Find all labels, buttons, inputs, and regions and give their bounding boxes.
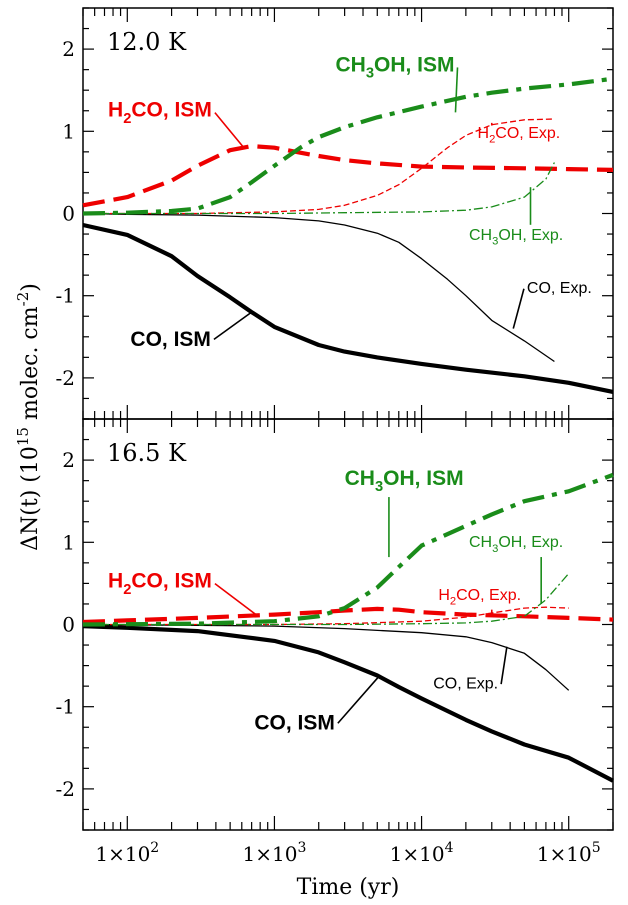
panel-2: 2 1 0 -1 -2 1×102 1×103 1×104 1×105 Time (yr) 16.5… bbox=[56, 418, 614, 900]
y-axis-label: ΔN(t) (1015 molec. cm-2) bbox=[14, 283, 43, 551]
y-tick-label: -1 bbox=[56, 695, 75, 719]
x-tick-label: 1×105 bbox=[537, 840, 601, 866]
y-axis-label-mid: molec. cm bbox=[18, 306, 43, 427]
annotation-leader-line bbox=[500, 646, 508, 685]
series-h2co-ism bbox=[82, 606, 614, 625]
annotation-h2co-ism: H2CO, ISM bbox=[108, 570, 212, 598]
series-co-exp bbox=[82, 212, 555, 363]
annotation-co-ism: CO, ISM bbox=[130, 328, 211, 351]
panel-label: 16.5 K bbox=[107, 439, 187, 467]
y-tick-label: 0 bbox=[62, 613, 75, 637]
y-tick-label: 2 bbox=[62, 448, 75, 472]
panel-label: 12.0 K bbox=[107, 28, 187, 56]
y-axis-label-exp1: 15 bbox=[14, 427, 32, 446]
y-tick-label: 2 bbox=[62, 37, 75, 61]
annotation-h2co-ism: H2CO, ISM bbox=[108, 99, 212, 127]
series-ch3oh-exp bbox=[83, 162, 555, 215]
y-axis-label-exp2: -2 bbox=[14, 292, 32, 307]
annotation-leader-line bbox=[337, 674, 381, 724]
annotation-leader-line bbox=[512, 288, 525, 329]
annotation-co-exp: CO, Exp. bbox=[433, 676, 498, 693]
annotation-leader-line bbox=[214, 112, 245, 149]
y-axis-label-main: ΔN(t) (10 bbox=[18, 446, 43, 551]
series-ch3oh-exp bbox=[83, 573, 570, 626]
annotation-h2co-exp: H2CO, Exp. bbox=[438, 587, 521, 608]
annotation-ch3oh-ism: CH3OH, ISM bbox=[335, 53, 454, 81]
annotation-co-exp: CO, Exp. bbox=[527, 280, 592, 297]
x-tick-label: 1×103 bbox=[243, 840, 307, 866]
y-tick-label: 1 bbox=[62, 119, 75, 143]
series-h2co-exp bbox=[83, 606, 569, 626]
series-ch3oh-ism bbox=[82, 76, 614, 216]
series-h2co-ism bbox=[82, 144, 614, 208]
y-tick-label: -2 bbox=[56, 777, 75, 801]
series-co-ism bbox=[82, 222, 614, 394]
y-tick-label: -2 bbox=[56, 366, 75, 390]
annotation-h2co-exp: H2CO, Exp. bbox=[478, 125, 561, 146]
y-tick-label: 0 bbox=[62, 202, 75, 226]
panel-1: 2 1 0 -1 -2 12.0 K CH3OH, ISM H2CO, ISM H2CO, Ex… bbox=[56, 7, 614, 420]
annotation-leader-line bbox=[454, 67, 459, 113]
annotation-leader-line bbox=[213, 311, 253, 340]
annotation-leader-line bbox=[214, 583, 257, 616]
y-tick-label: 1 bbox=[62, 530, 75, 554]
x-tick-label: 1×104 bbox=[390, 840, 454, 866]
series-ch3oh-ism bbox=[82, 472, 614, 627]
y-tick-label: -1 bbox=[56, 284, 75, 308]
x-tick-label: 1×102 bbox=[95, 840, 159, 866]
series-co-ism bbox=[82, 624, 614, 783]
y-axis-label-end: ) bbox=[18, 283, 43, 292]
annotation-ch3oh-ism: CH3OH, ISM bbox=[345, 467, 464, 495]
annotation-ch3oh-exp: CH3OH, Exp. bbox=[469, 227, 563, 248]
series-h2co-exp bbox=[83, 118, 555, 215]
series-co-exp bbox=[82, 623, 570, 691]
annotation-ch3oh-exp: CH3OH, Exp. bbox=[469, 534, 563, 555]
annotation-co-ism: CO, ISM bbox=[254, 712, 335, 735]
x-axis-label: Time (yr) bbox=[297, 875, 400, 900]
